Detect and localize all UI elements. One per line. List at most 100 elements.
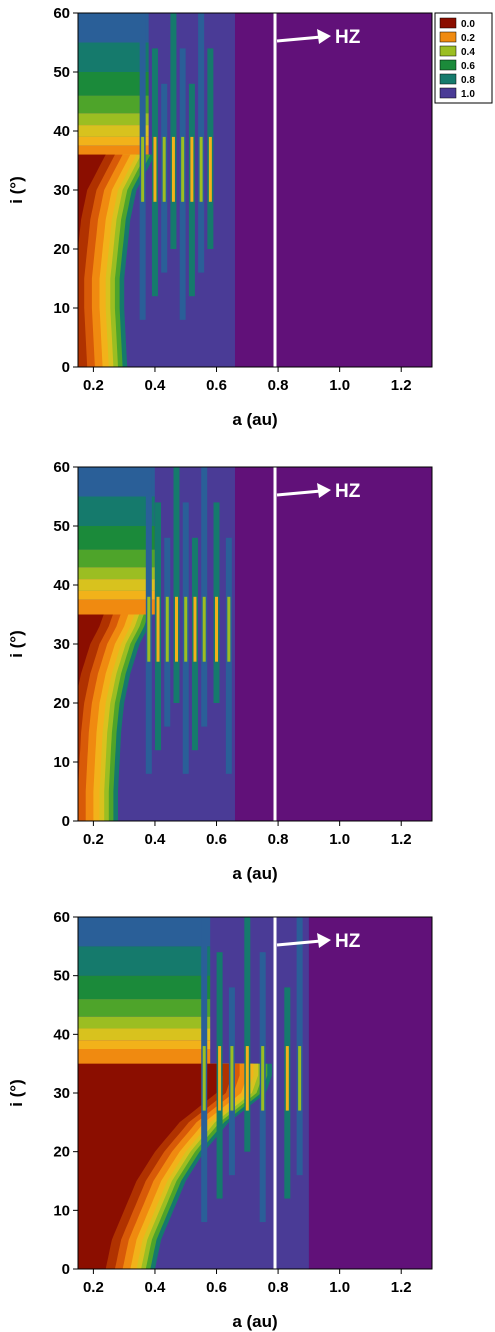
hz-arrow-shaft <box>276 489 322 497</box>
x-tick-label: 0.2 <box>83 1279 104 1296</box>
resonance-core <box>208 136 212 202</box>
legend-swatch <box>439 45 457 57</box>
y-axis-label: i (°) <box>7 176 26 204</box>
x-tick-label: 0.6 <box>206 1279 227 1296</box>
x-tick-label: 0.8 <box>268 831 289 848</box>
stability-contour <box>78 154 106 367</box>
stability-contour <box>78 614 113 821</box>
x-axis-label: a (au) <box>232 410 277 429</box>
heatmap-area <box>78 467 432 821</box>
resonance-core <box>230 1046 234 1111</box>
hz-label: HZ <box>335 27 361 48</box>
x-tick-label: 1.2 <box>391 377 412 394</box>
hz-arrow-head <box>317 933 332 948</box>
x-tick-label: 0.4 <box>145 831 167 848</box>
legend-label: 0.0 <box>461 19 475 30</box>
inclination-band <box>78 136 149 146</box>
resonance-core <box>215 596 219 662</box>
resonance-core <box>298 1046 302 1111</box>
inclination-band <box>78 917 211 947</box>
x-tick-label: 1.0 <box>329 377 350 394</box>
legend-swatch <box>439 87 457 99</box>
resonance-core <box>227 596 231 662</box>
hz-arrow-shaft <box>276 35 322 43</box>
x-tick-label: 0.4 <box>145 1279 167 1296</box>
x-tick-label: 1.2 <box>391 1279 412 1296</box>
legend-swatch <box>439 73 457 85</box>
resonance-core <box>171 136 175 202</box>
hz-label: HZ <box>335 931 361 952</box>
legend-items: 0.0 0.2 0.4 0.6 0.8 1.0 <box>439 17 475 100</box>
inclination-band <box>78 1028 211 1041</box>
resonance-spike <box>244 917 251 1152</box>
hz-arrow-head <box>317 483 332 498</box>
x-tick-label: 0.4 <box>145 377 167 394</box>
inclination-band <box>78 1040 211 1049</box>
y-tick-label: 30 <box>53 182 70 199</box>
inclination-band <box>78 526 155 550</box>
inclination-band <box>78 999 211 1017</box>
y-tick-label: 40 <box>53 123 70 140</box>
resonance-core <box>261 1046 265 1111</box>
inclination-band <box>78 95 149 114</box>
resonance-spike <box>173 467 180 703</box>
y-tick-label: 0 <box>62 813 70 830</box>
y-tick-label: 20 <box>53 1144 70 1161</box>
inclination-band <box>78 72 149 96</box>
colorbar-legend: 0.0 0.2 0.4 0.6 0.8 1.0 <box>434 12 493 104</box>
y-tick-label: 10 <box>53 1202 70 1219</box>
panel-1: HZ 0 10 20 30 40 50 60 0.2 0.4 0.6 0.8 1.0 1.2 a (au) i… <box>7 5 433 429</box>
resonance-core <box>156 596 160 662</box>
inclination-band <box>78 496 155 526</box>
resonance-core <box>190 136 194 202</box>
stability-contour <box>78 154 115 367</box>
legend-label: 0.6 <box>461 61 475 72</box>
resonance-core <box>165 596 169 662</box>
x-tick-label: 0.8 <box>268 377 289 394</box>
inclination-band <box>78 467 155 497</box>
x-tick-label: 1.0 <box>329 831 350 848</box>
inclination-band <box>78 42 149 72</box>
resonance-core <box>184 596 188 662</box>
x-tick-label: 0.6 <box>206 377 227 394</box>
heatmap-area <box>78 13 432 367</box>
resonance-core <box>218 1046 222 1111</box>
y-tick-label: 50 <box>53 518 70 535</box>
hz-arrow-shaft <box>276 939 322 947</box>
resonance-core <box>141 136 145 202</box>
y-tick-label: 60 <box>53 5 70 22</box>
inclination-band <box>78 599 155 615</box>
inclination-band <box>78 1049 211 1064</box>
y-axis-label: i (°) <box>7 630 26 658</box>
x-tick-label: 0.2 <box>83 377 104 394</box>
heatmap-area <box>78 917 432 1269</box>
resonance-core <box>285 1046 289 1111</box>
y-tick-label: 50 <box>53 64 70 81</box>
hz-label: HZ <box>335 481 361 502</box>
legend-label: 0.4 <box>461 47 475 58</box>
inclination-band <box>78 113 149 126</box>
y-tick-label: 60 <box>53 909 70 926</box>
y-tick-label: 40 <box>53 1026 70 1043</box>
inclination-band <box>78 145 149 155</box>
resonance-core <box>147 596 151 662</box>
inclination-band <box>78 1016 211 1029</box>
resonance-core <box>202 1046 206 1111</box>
inclination-band <box>78 125 149 137</box>
panels-group: HZ 0 10 20 30 40 50 60 0.2 0.4 0.6 0.8 1.0 1.2 a (au) i… <box>7 5 433 1331</box>
resonance-core <box>199 136 203 202</box>
x-tick-label: 0.8 <box>268 1279 289 1296</box>
legend-label: 1.0 <box>461 89 475 100</box>
y-tick-label: 10 <box>53 300 70 317</box>
stability-contour <box>78 1063 223 1269</box>
x-tick-label: 1.2 <box>391 831 412 848</box>
y-tick-label: 50 <box>53 968 70 985</box>
legend-label: 0.2 <box>461 33 475 44</box>
resonance-core <box>181 136 185 202</box>
y-tick-label: 10 <box>53 754 70 771</box>
y-tick-label: 0 <box>62 1261 70 1278</box>
x-tick-label: 0.6 <box>206 831 227 848</box>
legend-swatch <box>439 59 457 71</box>
x-axis-label: a (au) <box>232 1312 277 1331</box>
